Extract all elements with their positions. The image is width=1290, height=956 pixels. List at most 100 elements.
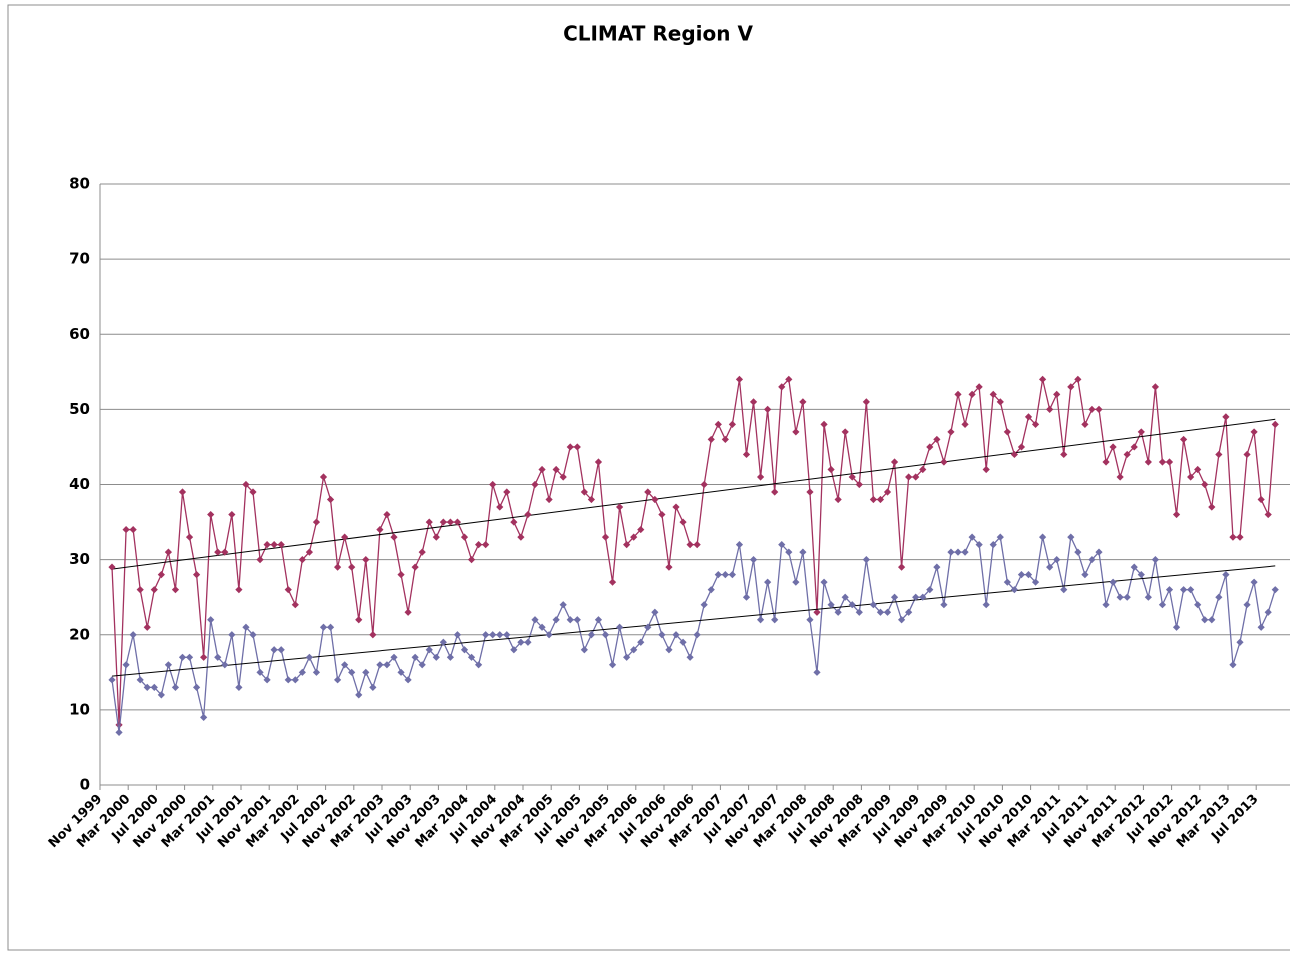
data-point [926, 586, 934, 594]
y-tick-label: 0 [80, 776, 90, 794]
data-point [876, 495, 885, 504]
data-point [982, 465, 990, 474]
data-point [341, 661, 349, 669]
data-point [707, 435, 715, 444]
data-point [376, 661, 384, 669]
data-point [813, 668, 821, 676]
data-point [446, 518, 454, 526]
data-point [1074, 375, 1082, 383]
data-point [749, 398, 758, 406]
data-point [1137, 428, 1145, 436]
data-point [228, 631, 236, 639]
data-point [1088, 405, 1096, 413]
data-point [1109, 443, 1117, 451]
data-point [1158, 458, 1167, 466]
data-point [150, 586, 158, 594]
y-tick-label: 40 [69, 475, 90, 493]
data-point [164, 548, 172, 556]
data-point [1144, 458, 1152, 466]
data-point [129, 631, 137, 639]
data-point [644, 623, 652, 631]
data-point [608, 661, 617, 669]
data-point [580, 488, 588, 496]
data-point [214, 548, 222, 556]
data-point [552, 616, 560, 624]
data-point [623, 653, 631, 661]
data-point [369, 631, 377, 639]
data-point [651, 495, 659, 504]
data-point [531, 480, 539, 489]
data-point [1243, 601, 1251, 609]
data-point [728, 420, 736, 428]
data-point [764, 578, 772, 586]
data-point [820, 420, 828, 428]
data-point [862, 556, 870, 564]
data-point [432, 533, 440, 541]
data-point [834, 495, 842, 504]
data-point [256, 668, 264, 676]
data-point [270, 646, 278, 654]
data-point [672, 503, 680, 511]
data-point [961, 420, 969, 428]
data-point [806, 616, 814, 624]
data-point [658, 631, 666, 639]
data-point [905, 608, 913, 616]
data-point [700, 480, 708, 489]
data-point [1095, 405, 1103, 413]
data-point [559, 601, 567, 609]
data-point [1102, 458, 1110, 466]
data-point [637, 638, 645, 646]
data-point [975, 541, 983, 549]
data-point [644, 488, 652, 496]
data-point [242, 480, 250, 489]
data-point [1180, 586, 1188, 594]
data-point [1229, 533, 1237, 541]
data-point [122, 661, 130, 669]
data-point [334, 563, 342, 571]
data-point [834, 608, 842, 616]
data-point [150, 683, 158, 691]
data-point [235, 683, 243, 691]
data-point [757, 616, 765, 624]
data-point [566, 616, 574, 624]
data-point [799, 398, 807, 406]
data-point [1201, 480, 1209, 489]
data-point [608, 578, 617, 586]
data-point [594, 458, 603, 466]
data-point [940, 458, 948, 466]
chart-frame [7, 4, 1290, 951]
data-point [996, 533, 1004, 541]
data-point [1215, 593, 1223, 601]
data-point [883, 608, 892, 616]
trendline [111, 565, 1276, 677]
data-point [940, 601, 948, 609]
data-point [510, 518, 518, 526]
y-tick-label: 50 [69, 400, 90, 418]
data-point [136, 676, 144, 684]
data-point [616, 623, 624, 631]
data-point [298, 556, 306, 564]
data-point [919, 465, 927, 474]
data-point [1264, 608, 1272, 616]
data-point [425, 646, 433, 654]
data-point [178, 488, 187, 496]
data-point [1024, 413, 1033, 421]
data-point [1229, 661, 1237, 669]
data-point [460, 646, 469, 654]
data-point [898, 616, 906, 624]
data-point [171, 586, 180, 594]
data-point [277, 541, 285, 549]
data-point [482, 541, 490, 549]
data-point [1095, 548, 1103, 556]
data-point [404, 676, 412, 684]
data-point [601, 631, 610, 639]
data-point [256, 556, 264, 564]
data-point [284, 676, 292, 684]
data-point [1010, 450, 1018, 459]
data-point [503, 631, 511, 639]
data-point [1116, 593, 1124, 601]
data-point [362, 668, 370, 676]
data-point [573, 443, 581, 451]
data-point [1039, 533, 1047, 541]
